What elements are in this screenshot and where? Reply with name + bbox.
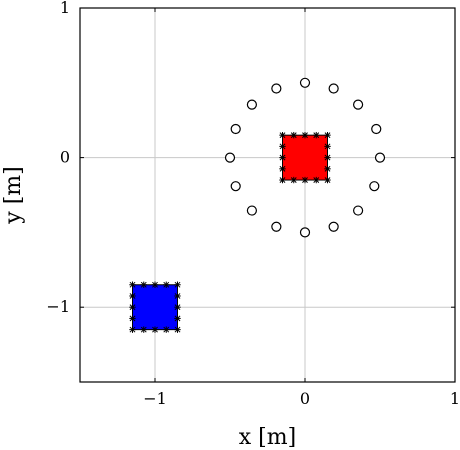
y-axis-label: y [m] (1, 166, 26, 224)
x-tick-label: −1 (143, 389, 167, 408)
circle-point (328, 83, 339, 94)
asterisk-marker (174, 315, 181, 322)
asterisk-marker (129, 304, 136, 311)
circle-point (224, 152, 236, 163)
circle-point (246, 205, 257, 216)
red-square-region (282, 134, 328, 181)
asterisk-marker (163, 281, 170, 288)
circle-point (353, 99, 364, 110)
circle-point (230, 181, 241, 192)
x-tick-label: 1 (450, 389, 460, 408)
asterisk-marker (324, 154, 331, 161)
circle-point (369, 181, 380, 192)
asterisk-marker (324, 143, 331, 150)
y-tick-label: 0 (60, 148, 70, 167)
asterisk-marker (324, 176, 331, 184)
circle-point (271, 83, 282, 94)
asterisk-marker (129, 315, 136, 322)
asterisk-marker (279, 143, 286, 150)
asterisk-marker (163, 326, 170, 333)
x-tick-label: 0 (300, 389, 310, 408)
circle-point (271, 221, 282, 232)
x-axis-label: x [m] (239, 425, 296, 450)
asterisk-marker (279, 154, 286, 161)
asterisk-marker (279, 131, 286, 139)
asterisk-marker (129, 292, 136, 300)
circle-point (371, 123, 382, 135)
asterisk-marker (151, 326, 159, 333)
ticks: −1 0 1 −1 0 1 (46, 0, 460, 408)
asterisk-marker (174, 304, 181, 311)
asterisk-marker (301, 176, 309, 184)
asterisk-marker (313, 131, 320, 139)
asterisk-marker (174, 326, 181, 333)
asterisk-marker (140, 326, 147, 333)
asterisk-marker (290, 131, 297, 139)
circle-point (353, 205, 364, 216)
asterisk-marker (313, 176, 320, 184)
asterisk-marker (151, 281, 159, 288)
circle-point (328, 221, 339, 232)
circle-point (299, 227, 311, 238)
asterisk-marker (290, 176, 297, 184)
circle-point (230, 123, 241, 135)
plot-frame (79, 7, 456, 383)
asterisk-marker (301, 131, 309, 139)
asterisk-marker (129, 281, 136, 288)
y-tick-label: −1 (46, 297, 70, 316)
asterisk-marker (279, 165, 286, 173)
circle-point (299, 77, 311, 88)
asterisk-marker (174, 292, 181, 300)
asterisk-marker (174, 281, 181, 288)
asterisk-marker (129, 326, 136, 333)
data-points (224, 77, 386, 238)
asterisk-marker (140, 281, 147, 288)
asterisk-marker (279, 176, 286, 184)
circle-point (246, 99, 257, 110)
circle-point (374, 152, 386, 163)
asterisk-marker (324, 131, 331, 139)
blue-square-region (132, 284, 178, 331)
asterisk-marker (324, 165, 331, 173)
y-tick-label: 1 (60, 0, 70, 17)
regions (129, 131, 331, 333)
